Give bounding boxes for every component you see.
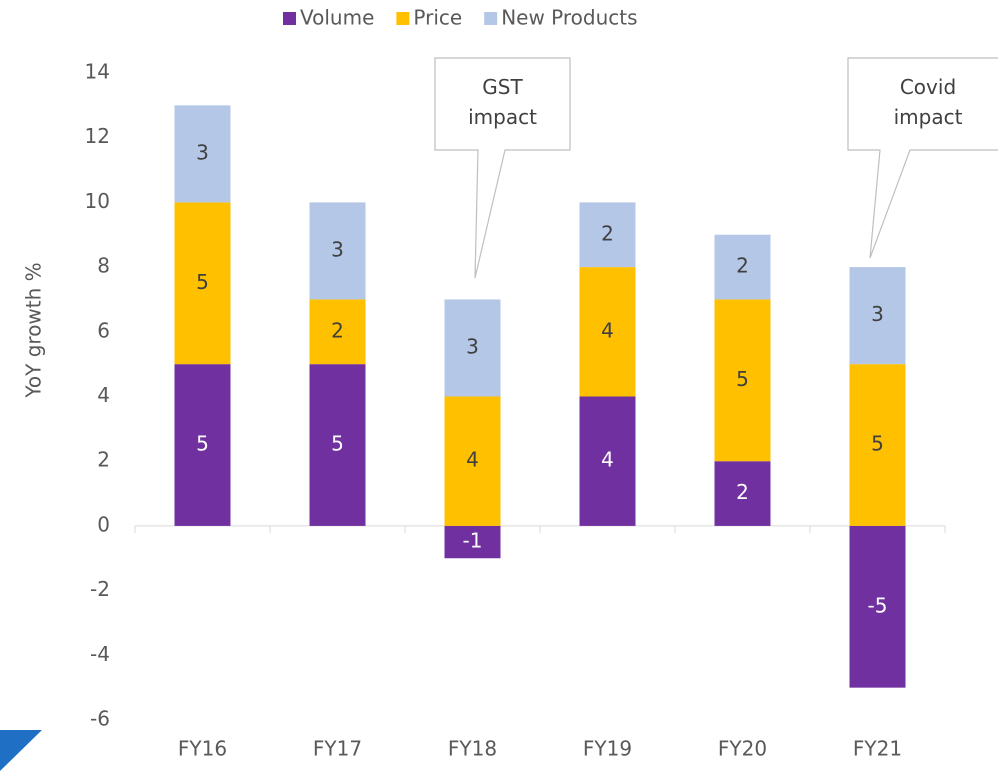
data-label: 2 <box>736 480 749 504</box>
bar-segment <box>309 364 366 526</box>
bar-segment <box>849 525 906 688</box>
data-label: 3 <box>871 302 884 326</box>
x-tick-label: FY20 <box>718 737 767 761</box>
y-tick-label: 0 <box>97 512 110 536</box>
data-label: 2 <box>331 318 344 342</box>
data-label: -1 <box>463 529 483 553</box>
data-label: 4 <box>601 318 614 342</box>
data-label: 4 <box>466 448 479 472</box>
data-label: 5 <box>196 270 209 294</box>
data-label: 5 <box>331 432 344 456</box>
data-label: -5 <box>868 593 888 617</box>
bar-segment <box>714 299 771 462</box>
callout: GST impact <box>434 57 571 279</box>
y-tick-label: -6 <box>90 707 110 731</box>
data-label: 2 <box>736 254 749 278</box>
bar-segment <box>174 364 231 526</box>
data-label: 3 <box>196 140 209 164</box>
y-tick-label: 10 <box>85 189 110 213</box>
callout: Covid impact <box>847 57 998 259</box>
bar-segment <box>849 267 906 365</box>
bar-segment <box>579 267 636 397</box>
annotation: GST impact <box>468 75 537 129</box>
bar-segment <box>309 202 366 300</box>
y-tick-label: -4 <box>90 642 110 666</box>
bar-segment <box>309 299 366 365</box>
legend: Volume Price New Products <box>283 6 638 30</box>
y-tick-label: 6 <box>97 318 110 342</box>
y-axis-label: YoY growth % <box>22 262 46 398</box>
bar-segment <box>444 396 501 526</box>
legend-label: New Products <box>501 6 637 30</box>
bar-segment <box>444 299 501 397</box>
legend-label: Volume <box>300 6 374 30</box>
y-tick-label: 8 <box>97 254 110 278</box>
bar-segment <box>579 202 636 268</box>
legend-swatch <box>396 12 410 25</box>
y-tick-label: -2 <box>90 577 110 601</box>
callout-box <box>434 57 571 279</box>
y-tick-label: 12 <box>85 124 110 148</box>
data-label: 4 <box>601 448 614 472</box>
bar-segment <box>174 202 231 365</box>
data-label: 5 <box>196 432 209 456</box>
x-tick-label: FY21 <box>853 737 902 761</box>
y-tick-label: 14 <box>85 60 110 84</box>
x-tick-label: FY18 <box>448 737 497 761</box>
bar-segment <box>714 461 771 526</box>
x-tick-label: FY17 <box>313 737 362 761</box>
data-label: 5 <box>736 367 749 391</box>
annotation: Covid impact <box>894 75 963 129</box>
data-label: 3 <box>331 237 344 261</box>
y-tick-label: 4 <box>97 383 110 407</box>
data-label: 2 <box>601 221 614 245</box>
bar-segment <box>579 396 636 526</box>
x-tick-label: FY19 <box>583 737 632 761</box>
bar-segment <box>714 234 771 300</box>
x-tick-label: FY16 <box>178 737 227 761</box>
bar-segment <box>849 364 906 526</box>
data-label: 5 <box>871 432 884 456</box>
legend-label: Price <box>413 6 462 30</box>
y-tick-label: 2 <box>97 448 110 472</box>
legend-swatch <box>283 12 296 25</box>
corner-decoration <box>0 730 42 771</box>
callout-box <box>847 57 998 259</box>
data-label: 3 <box>466 334 479 358</box>
bar-segment <box>444 525 501 559</box>
bar-segment <box>174 105 231 203</box>
legend-swatch <box>484 12 498 25</box>
